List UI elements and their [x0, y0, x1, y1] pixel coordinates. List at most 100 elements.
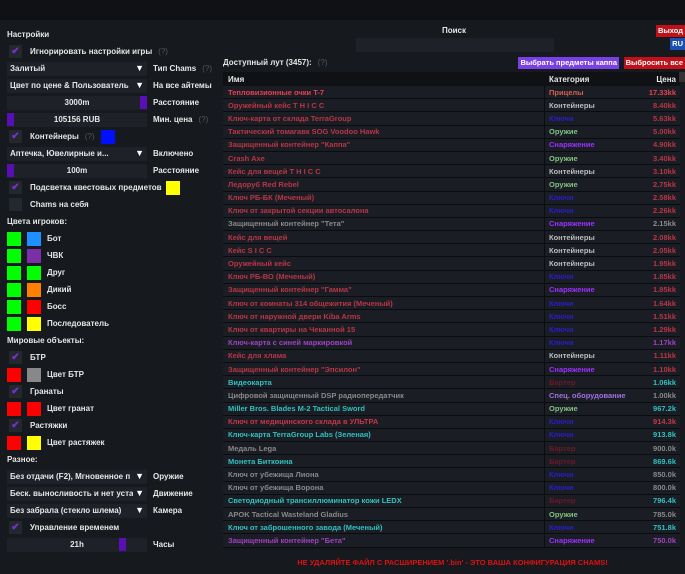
- table-row[interactable]: Ключ-карта TerraGroup Labs (Зеленая) Ключ…: [223, 428, 680, 443]
- player-color-2[interactable]: [27, 265, 41, 280]
- container-distance-slider[interactable]: 100m: [7, 163, 147, 178]
- table-row[interactable]: Защищенный контейнер "Эпсилон" Снаряжение…: [223, 362, 680, 377]
- chams-mode-select[interactable]: Залитый ▼: [7, 61, 147, 76]
- table-row[interactable]: Светодиодный трансиллюминатор кожи LEDX Б…: [223, 494, 680, 508]
- column-name[interactable]: Имя: [228, 74, 245, 84]
- item-category: Снаряжение: [549, 219, 595, 229]
- exit-button[interactable]: Выход: [655, 25, 685, 37]
- item-category: Контейнеры: [549, 232, 595, 242]
- slider-handle[interactable]: [119, 537, 126, 551]
- item-category: Ключи: [549, 470, 574, 480]
- help-icon[interactable]: (?): [317, 58, 328, 67]
- column-category[interactable]: Категория: [549, 74, 590, 84]
- table-row[interactable]: Видеокарта Бартер 1.06kk: [223, 376, 680, 390]
- item-category: Оружие: [549, 404, 578, 414]
- table-row[interactable]: Ключ от комнаты 314 общежития (Меченый) К…: [223, 297, 680, 311]
- table-row[interactable]: Монета Биткоина Бартер 869.6k: [223, 455, 680, 469]
- language-button[interactable]: RU: [670, 38, 685, 50]
- table-row[interactable]: Тактический томагавк SOG Voodoo Hawk Оруж…: [223, 125, 680, 139]
- time-control-checkbox[interactable]: ✔ Управление временем: [7, 519, 220, 536]
- table-row[interactable]: Медаль Lega Бартер 900.0k: [223, 442, 680, 456]
- table-row[interactable]: Ключ-карта с синей маркировкой Ключи 1.17k…: [223, 336, 680, 350]
- hours-slider[interactable]: 21h: [7, 537, 147, 552]
- grenade-color-label: Цвет гранат: [47, 404, 95, 413]
- min-price-slider[interactable]: 105156 RUB: [7, 112, 147, 127]
- btr-color-1[interactable]: [7, 367, 21, 382]
- table-row[interactable]: Ключ от убежища Лиона Ключи 850.0k: [223, 468, 680, 482]
- table-row[interactable]: Ключ РБ-ВО (Меченый) Ключи 1.85kk: [223, 270, 680, 284]
- grenade-color-2[interactable]: [27, 401, 41, 416]
- scrollbar[interactable]: [679, 72, 685, 82]
- player-color-2[interactable]: [27, 282, 41, 297]
- player-color-2[interactable]: [27, 316, 41, 331]
- drop-all-button[interactable]: Выбросить все: [623, 57, 685, 69]
- slider-handle[interactable]: [140, 95, 147, 109]
- distance-slider[interactable]: 3000m: [7, 95, 147, 110]
- table-row[interactable]: Miller Bros. Blades M-2 Tactical Sword Ор…: [223, 402, 680, 416]
- camera-select[interactable]: Без забрала (стекло шлема) ▼: [7, 503, 147, 518]
- table-row[interactable]: Ключ от убежища Ворона Ключи 800.0k: [223, 481, 680, 495]
- color-mode-select[interactable]: Цвет по цене & Пользователь ▼: [7, 78, 147, 93]
- slider-handle[interactable]: [7, 163, 14, 177]
- player-color-1[interactable]: [7, 316, 21, 331]
- containers-color-swatch[interactable]: [100, 129, 115, 144]
- table-row[interactable]: Оружейный кейс T H I C C Контейнеры 8.40kk: [223, 99, 680, 113]
- item-name: Ключ от квартиры на Чеканной 15: [223, 323, 545, 336]
- search-input[interactable]: [356, 38, 554, 52]
- item-category: Ключи: [549, 272, 574, 282]
- container-types-select[interactable]: Аптечка, Ювелирные и... ▼: [7, 146, 147, 161]
- table-row[interactable]: Защищенный контейнер "Бета" Снаряжение 750…: [223, 534, 680, 548]
- tripwire-color-2[interactable]: [27, 435, 41, 450]
- table-row[interactable]: Crash Axe Оружие 3.40kk: [223, 151, 680, 166]
- containers-checkbox[interactable]: ✔ Контейнеры (?): [7, 128, 220, 145]
- btr-checkbox[interactable]: ✔ БТР: [7, 349, 220, 366]
- column-price[interactable]: Цена: [656, 74, 676, 84]
- table-row[interactable]: Ключ от заброшенного завода (Меченый) Клю…: [223, 521, 680, 535]
- weapon-select[interactable]: Без отдачи (F2), Мгновенное п ▼: [7, 469, 147, 484]
- select-kappa-button[interactable]: Выбрать предметы каппа: [518, 57, 619, 69]
- btr-color-2[interactable]: [27, 367, 41, 382]
- table-row[interactable]: Ледоруб Red Rebel Оружие 2.75kk: [223, 178, 680, 192]
- table-row[interactable]: Тепловизионные очки T-7 Прицелы 17.33kk: [223, 86, 680, 100]
- player-color-2[interactable]: [27, 248, 41, 263]
- table-row[interactable]: Кейс S I C C Контейнеры 2.05kk: [223, 244, 680, 258]
- table-row[interactable]: Кейс для вещей Контейнеры 2.08kk: [223, 231, 680, 245]
- table-row[interactable]: Защищенный контейнер "Тета" Снаряжение 2.1…: [223, 217, 680, 232]
- table-row[interactable]: APOK Tactical Wasteland Gladius Оружие 785…: [223, 508, 680, 522]
- player-color-1[interactable]: [7, 299, 21, 314]
- ignore-game-checkbox[interactable]: ✔ Игнорировать настройки игры (?): [7, 43, 220, 60]
- table-row[interactable]: Кейс для вещей T H I C C Контейнеры 3.10kk: [223, 165, 680, 179]
- table-row[interactable]: Оружейный кейс Контейнеры 1.95kk: [223, 257, 680, 271]
- self-chams-checkbox[interactable]: Chams на себя: [7, 196, 220, 213]
- player-color-1[interactable]: [7, 282, 21, 297]
- table-row[interactable]: Кейс для хлама Контейнеры 1.11kk: [223, 349, 680, 363]
- grenade-color-1[interactable]: [7, 401, 21, 416]
- player-color-row: Бот: [7, 230, 220, 247]
- tripwires-checkbox[interactable]: ✔ Растяжки: [7, 417, 220, 434]
- table-row[interactable]: Ключ от наружной двери Kiba Arms Ключи 1.5…: [223, 310, 680, 324]
- item-category: Снаряжение: [549, 364, 595, 374]
- player-color-2[interactable]: [27, 231, 41, 246]
- slider-handle[interactable]: [7, 112, 14, 126]
- tripwire-color-1[interactable]: [7, 435, 21, 450]
- table-row[interactable]: Цифровой защищенный DSP радиопередатчик С…: [223, 389, 680, 403]
- item-price: 850.0k: [653, 470, 676, 480]
- player-color-1[interactable]: [7, 265, 21, 280]
- table-row[interactable]: Защищенный контейнер "Каппа" Снаряжение 4.…: [223, 138, 680, 152]
- player-color-1[interactable]: [7, 231, 21, 246]
- table-row[interactable]: Ключ-карта от склада TerraGroup Ключи 5.63…: [223, 112, 680, 126]
- table-row[interactable]: Ключ РБ-БК (Меченый) Ключи 2.58kk: [223, 191, 680, 205]
- table-row[interactable]: Ключ от квартиры на Чеканной 15 Ключи 1.29…: [223, 323, 680, 337]
- item-name: Ключ от убежища Ворона: [223, 481, 545, 494]
- table-row[interactable]: Ключ от закрытой секции автосалона Ключи 2…: [223, 204, 680, 218]
- player-color-2[interactable]: [27, 299, 41, 314]
- quest-color-swatch[interactable]: [165, 180, 180, 195]
- quest-highlight-checkbox[interactable]: ✔ Подсветка квестовых предметов: [7, 179, 220, 196]
- player-color-1[interactable]: [7, 248, 21, 263]
- item-name: Ключ от убежища Лиона: [223, 468, 545, 481]
- grenades-checkbox[interactable]: ✔ Гранаты: [7, 383, 220, 400]
- help-icon[interactable]: (?): [158, 47, 168, 56]
- table-row[interactable]: Защищенный контейнер "Гамма" Снаряжение 1.…: [223, 283, 680, 297]
- table-row[interactable]: Ключ от медицинского склада в УЛЬТРА Ключ…: [223, 415, 680, 429]
- movement-select[interactable]: Беск. выносливость и нет уста ▼: [7, 486, 147, 501]
